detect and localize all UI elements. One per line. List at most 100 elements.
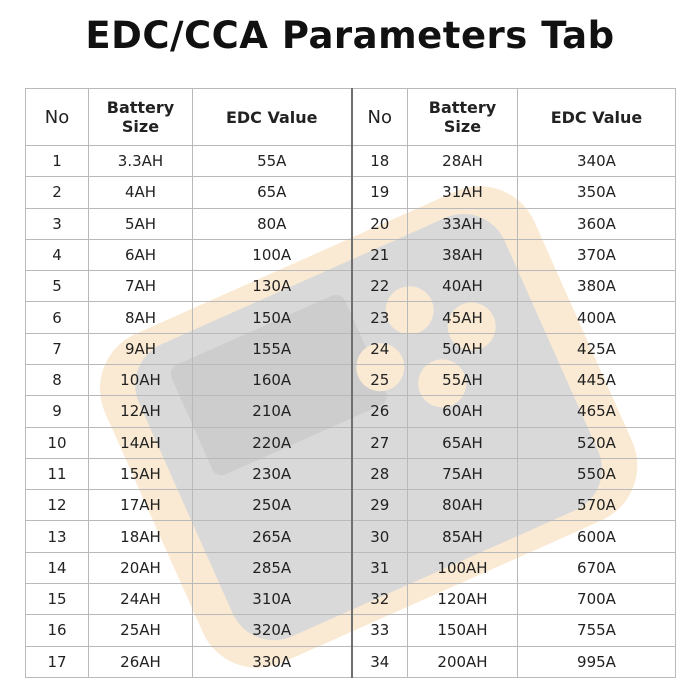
row-number-cell: 10 bbox=[25, 426, 89, 459]
edc-value-cell: 570A bbox=[517, 489, 676, 522]
row-number-cell: 4 bbox=[25, 238, 89, 272]
edc-value-cell: 380A bbox=[517, 270, 676, 303]
edc-value-cell: 350A bbox=[517, 176, 676, 209]
table-body: 1 3.3AH 55A 18 28AH 340A 2 4AH 65A 19 31AH 350A 3 5AH… bbox=[25, 144, 676, 678]
edc-value-cell: 150A bbox=[192, 301, 352, 334]
edc-value-cell: 520A bbox=[517, 426, 676, 459]
header-edc-value: EDC Value bbox=[192, 88, 352, 146]
battery-size-cell: 15AH bbox=[88, 457, 193, 491]
row-number-cell: 25 bbox=[350, 363, 408, 397]
edc-value-cell: 550A bbox=[517, 457, 676, 491]
row-number-cell: 32 bbox=[350, 582, 408, 616]
table-row: 16 25AH 320A 33 150AH 755A bbox=[25, 614, 676, 647]
edc-value-cell: 265A bbox=[192, 520, 352, 553]
edc-value-cell: 100A bbox=[192, 238, 352, 272]
row-number-cell: 12 bbox=[25, 489, 89, 522]
table-row: 8 10AH 160A 25 55AH 445A bbox=[25, 363, 676, 397]
row-number-cell: 33 bbox=[350, 614, 408, 647]
battery-size-cell: 60AH bbox=[407, 395, 518, 428]
row-number-cell: 14 bbox=[25, 551, 89, 584]
header-no: No bbox=[350, 88, 408, 146]
table-row: 6 8AH 150A 23 45AH 400A bbox=[25, 301, 676, 334]
battery-size-cell: 85AH bbox=[407, 520, 518, 553]
battery-size-cell: 8AH bbox=[88, 301, 193, 334]
header-edc-value: EDC Value bbox=[517, 88, 676, 146]
table-row: 3 5AH 80A 20 33AH 360A bbox=[25, 207, 676, 240]
row-number-cell: 24 bbox=[350, 332, 408, 365]
battery-size-cell: 65AH bbox=[407, 426, 518, 459]
battery-size-cell: 120AH bbox=[407, 582, 518, 616]
row-number-cell: 18 bbox=[350, 144, 408, 178]
battery-size-cell: 12AH bbox=[88, 395, 193, 428]
battery-size-cell: 55AH bbox=[407, 363, 518, 397]
battery-size-cell: 5AH bbox=[88, 207, 193, 240]
parameters-table-container: No Battery Size EDC Value No Battery Siz… bbox=[25, 88, 676, 678]
row-number-cell: 11 bbox=[25, 457, 89, 491]
table-row: 7 9AH 155A 24 50AH 425A bbox=[25, 332, 676, 365]
row-number-cell: 27 bbox=[350, 426, 408, 459]
battery-size-cell: 6AH bbox=[88, 238, 193, 272]
edc-value-cell: 465A bbox=[517, 395, 676, 428]
table-row: 14 20AH 285A 31 100AH 670A bbox=[25, 551, 676, 584]
row-number-cell: 7 bbox=[25, 332, 89, 365]
edc-value-cell: 340A bbox=[517, 144, 676, 178]
row-number-cell: 9 bbox=[25, 395, 89, 428]
table-row: 15 24AH 310A 32 120AH 700A bbox=[25, 582, 676, 616]
edc-value-cell: 55A bbox=[192, 144, 352, 178]
header-battery-size: Battery Size bbox=[407, 88, 518, 146]
table-row: 10 14AH 220A 27 65AH 520A bbox=[25, 426, 676, 459]
edc-value-cell: 995A bbox=[517, 645, 676, 678]
battery-size-cell: 80AH bbox=[407, 489, 518, 522]
row-number-cell: 17 bbox=[25, 645, 89, 678]
edc-value-cell: 425A bbox=[517, 332, 676, 365]
row-number-cell: 30 bbox=[350, 520, 408, 553]
row-number-cell: 8 bbox=[25, 363, 89, 397]
edc-value-cell: 210A bbox=[192, 395, 352, 428]
page-title: EDC/CCA Parameters Tab bbox=[85, 14, 615, 57]
table-row: 9 12AH 210A 26 60AH 465A bbox=[25, 395, 676, 428]
edc-value-cell: 220A bbox=[192, 426, 352, 459]
battery-size-cell: 75AH bbox=[407, 457, 518, 491]
edc-value-cell: 445A bbox=[517, 363, 676, 397]
row-number-cell: 6 bbox=[25, 301, 89, 334]
edc-value-cell: 755A bbox=[517, 614, 676, 647]
table-row: 17 26AH 330A 34 200AH 995A bbox=[25, 645, 676, 678]
edc-value-cell: 400A bbox=[517, 301, 676, 334]
edc-value-cell: 80A bbox=[192, 207, 352, 240]
edc-parameters-table: No Battery Size EDC Value No Battery Siz… bbox=[25, 88, 676, 678]
edc-value-cell: 130A bbox=[192, 270, 352, 303]
edc-value-cell: 160A bbox=[192, 363, 352, 397]
battery-size-cell: 50AH bbox=[407, 332, 518, 365]
table-row: 12 17AH 250A 29 80AH 570A bbox=[25, 489, 676, 522]
row-number-cell: 29 bbox=[350, 489, 408, 522]
edc-value-cell: 700A bbox=[517, 582, 676, 616]
edc-value-cell: 360A bbox=[517, 207, 676, 240]
table-row: 1 3.3AH 55A 18 28AH 340A bbox=[25, 144, 676, 178]
edc-value-cell: 600A bbox=[517, 520, 676, 553]
edc-value-cell: 670A bbox=[517, 551, 676, 584]
edc-value-cell: 370A bbox=[517, 238, 676, 272]
battery-size-cell: 7AH bbox=[88, 270, 193, 303]
table-row: 5 7AH 130A 22 40AH 380A bbox=[25, 270, 676, 303]
row-number-cell: 22 bbox=[350, 270, 408, 303]
battery-size-cell: 14AH bbox=[88, 426, 193, 459]
battery-size-cell: 25AH bbox=[88, 614, 193, 647]
battery-size-cell: 33AH bbox=[407, 207, 518, 240]
row-number-cell: 16 bbox=[25, 614, 89, 647]
row-number-cell: 20 bbox=[350, 207, 408, 240]
row-number-cell: 31 bbox=[350, 551, 408, 584]
header-no: No bbox=[25, 88, 89, 146]
battery-size-cell: 45AH bbox=[407, 301, 518, 334]
row-number-cell: 5 bbox=[25, 270, 89, 303]
table-header-row: No Battery Size EDC Value No Battery Siz… bbox=[25, 88, 676, 146]
edc-value-cell: 230A bbox=[192, 457, 352, 491]
row-number-cell: 34 bbox=[350, 645, 408, 678]
table-row: 11 15AH 230A 28 75AH 550A bbox=[25, 457, 676, 491]
row-number-cell: 2 bbox=[25, 176, 89, 209]
battery-size-cell: 200AH bbox=[407, 645, 518, 678]
battery-size-cell: 40AH bbox=[407, 270, 518, 303]
row-number-cell: 26 bbox=[350, 395, 408, 428]
edc-value-cell: 330A bbox=[192, 645, 352, 678]
battery-size-cell: 150AH bbox=[407, 614, 518, 647]
table-row: 13 18AH 265A 30 85AH 600A bbox=[25, 520, 676, 553]
